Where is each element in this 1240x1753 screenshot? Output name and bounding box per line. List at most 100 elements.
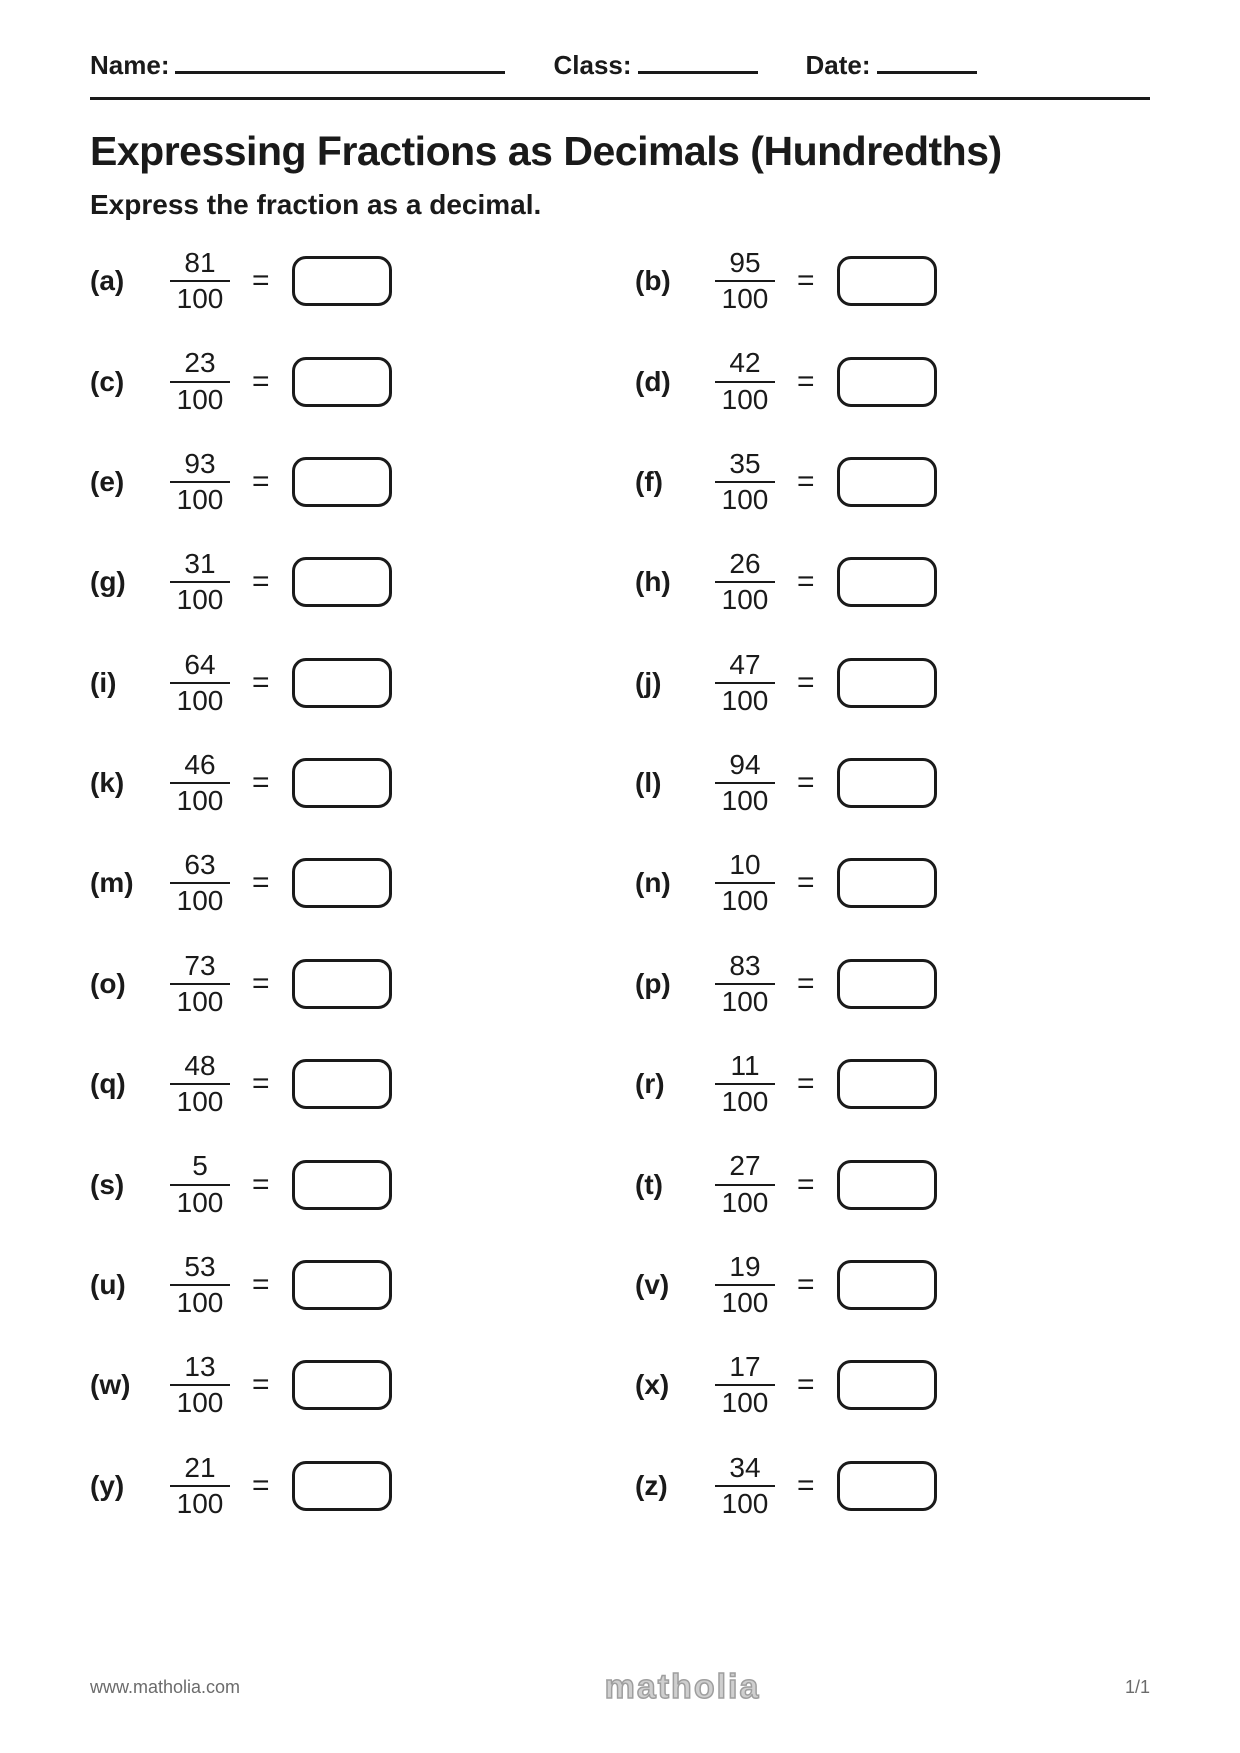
problem-label: (n): [635, 867, 695, 899]
fraction: 27100: [715, 1150, 775, 1218]
fraction-denominator: 100: [722, 282, 769, 315]
fraction-numerator: 53: [178, 1251, 221, 1284]
answer-box[interactable]: [837, 1260, 937, 1310]
problem-item: (s) 5100 =: [90, 1150, 605, 1218]
fraction-numerator: 83: [723, 950, 766, 983]
class-label: Class:: [553, 50, 631, 81]
problem-label: (y): [90, 1470, 150, 1502]
class-field: Class:: [553, 50, 757, 81]
fraction: 35100: [715, 448, 775, 516]
equals-sign: =: [250, 1067, 272, 1101]
fraction: 46100: [170, 749, 230, 817]
answer-box[interactable]: [292, 858, 392, 908]
fraction-denominator: 100: [722, 684, 769, 717]
answer-box[interactable]: [837, 1461, 937, 1511]
fraction-numerator: 11: [724, 1050, 765, 1083]
problem-item: (k)46100=: [90, 749, 605, 817]
answer-box[interactable]: [837, 557, 937, 607]
answer-box[interactable]: [837, 256, 937, 306]
header-row: Name: Class: Date:: [90, 50, 1150, 100]
answer-box[interactable]: [292, 1260, 392, 1310]
footer-page: 1/1: [1125, 1677, 1150, 1698]
fraction-denominator: 100: [722, 583, 769, 616]
fraction: 13100: [170, 1351, 230, 1419]
date-input-line[interactable]: [877, 51, 977, 74]
fraction: 17100: [715, 1351, 775, 1419]
fraction-numerator: 48: [178, 1050, 221, 1083]
answer-box[interactable]: [292, 457, 392, 507]
answer-box[interactable]: [837, 1160, 937, 1210]
equals-sign: =: [795, 967, 817, 1001]
equals-sign: =: [250, 1268, 272, 1302]
fraction-numerator: 26: [723, 548, 766, 581]
problem-item: (g)31100=: [90, 548, 605, 616]
fraction: 81100: [170, 247, 230, 315]
problem-item: (m)63100=: [90, 849, 605, 917]
answer-box[interactable]: [292, 1360, 392, 1410]
answer-box[interactable]: [837, 457, 937, 507]
fraction-numerator: 23: [178, 347, 221, 380]
answer-box[interactable]: [292, 658, 392, 708]
footer-url: www.matholia.com: [90, 1677, 240, 1698]
answer-box[interactable]: [292, 758, 392, 808]
fraction-numerator: 5: [186, 1150, 214, 1183]
answer-box[interactable]: [837, 1360, 937, 1410]
answer-box[interactable]: [837, 758, 937, 808]
name-input-line[interactable]: [175, 51, 505, 74]
equals-sign: =: [795, 1368, 817, 1402]
fraction-denominator: 100: [177, 383, 224, 416]
fraction-numerator: 13: [178, 1351, 221, 1384]
answer-box[interactable]: [837, 959, 937, 1009]
problem-label: (v): [635, 1269, 695, 1301]
equals-sign: =: [795, 1268, 817, 1302]
answer-box[interactable]: [292, 959, 392, 1009]
fraction-denominator: 100: [722, 1286, 769, 1319]
problem-item: (a)81100=: [90, 247, 605, 315]
answer-box[interactable]: [292, 1059, 392, 1109]
equals-sign: =: [250, 1168, 272, 1202]
fraction-denominator: 100: [177, 1085, 224, 1118]
problem-item: (o)73100=: [90, 950, 605, 1018]
answer-box[interactable]: [837, 1059, 937, 1109]
fraction-denominator: 100: [177, 1186, 224, 1219]
answer-box[interactable]: [292, 357, 392, 407]
problem-item: (j)47100=: [635, 649, 1150, 717]
fraction-numerator: 17: [723, 1351, 766, 1384]
answer-box[interactable]: [837, 357, 937, 407]
class-input-line[interactable]: [638, 51, 758, 74]
problem-label: (z): [635, 1470, 695, 1502]
equals-sign: =: [795, 1168, 817, 1202]
problem-label: (q): [90, 1068, 150, 1100]
answer-box[interactable]: [837, 658, 937, 708]
fraction: 64100: [170, 649, 230, 717]
problem-item: (h)26100=: [635, 548, 1150, 616]
problem-label: (k): [90, 767, 150, 799]
answer-box[interactable]: [292, 256, 392, 306]
fraction-numerator: 31: [178, 548, 221, 581]
equals-sign: =: [250, 264, 272, 298]
fraction: 93100: [170, 448, 230, 516]
fraction-numerator: 42: [723, 347, 766, 380]
fraction: 21100: [170, 1452, 230, 1520]
problem-label: (r): [635, 1068, 695, 1100]
footer-logo: matholia: [605, 1668, 761, 1707]
fraction-numerator: 64: [178, 649, 221, 682]
problem-item: (z)34100=: [635, 1452, 1150, 1520]
answer-box[interactable]: [292, 1160, 392, 1210]
equals-sign: =: [250, 666, 272, 700]
answer-box[interactable]: [837, 858, 937, 908]
problem-label: (w): [90, 1369, 150, 1401]
problem-item: (d)42100=: [635, 347, 1150, 415]
problem-item: (y) 21100 =: [90, 1452, 605, 1520]
answer-box[interactable]: [292, 557, 392, 607]
fraction: 83100: [715, 950, 775, 1018]
equals-sign: =: [250, 866, 272, 900]
problem-label: (x): [635, 1369, 695, 1401]
fraction-denominator: 100: [177, 1487, 224, 1520]
equals-sign: =: [250, 1469, 272, 1503]
problem-label: (p): [635, 968, 695, 1000]
problem-label: (j): [635, 667, 695, 699]
fraction: 31100: [170, 548, 230, 616]
answer-box[interactable]: [292, 1461, 392, 1511]
problem-label: (s): [90, 1169, 150, 1201]
